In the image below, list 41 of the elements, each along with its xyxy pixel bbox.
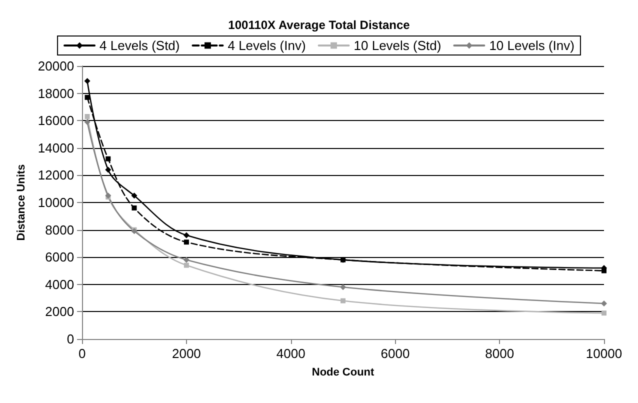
y-tick-label: 4000 [45,276,74,292]
x-tick-label: 4000 [276,346,306,361]
point [340,284,346,290]
point [602,268,606,274]
x-tick-label: 6000 [380,346,410,361]
y-tick-label: 16000 [38,113,74,128]
point [601,300,607,307]
point [84,94,90,100]
point [106,156,111,162]
x-tick-label: 10000 [586,346,622,361]
chart-title: 100110X Average Total Distance [228,18,410,32]
point [84,114,90,120]
x-axis-title: Node Count [312,366,375,378]
legend-label: 10 Levels (Std) [354,38,442,53]
point [105,166,112,173]
point [84,118,90,125]
y-tick-label: 0 [66,332,74,346]
x-tick-label: 0 [78,346,86,361]
point [132,205,137,210]
legend-label: 4 Levels (Inv) [228,38,306,53]
point [184,240,189,245]
y-tick-label: 14000 [38,140,74,156]
point [84,78,90,84]
legend-label: 10 Levels (Inv) [489,38,574,53]
legend-label: 4 Levels (Std) [100,38,180,53]
y-tick-label: 2000 [45,304,74,320]
point [183,256,190,263]
point [131,192,138,199]
point [184,262,189,268]
y-axis-title: Distance Units [16,164,28,241]
y-tick-label: 12000 [38,168,74,183]
x-tick-label: 8000 [485,346,514,361]
y-tick-label: 10000 [38,195,74,210]
point [602,310,606,316]
y-tick-label: 20000 [38,58,74,74]
point [183,232,190,238]
y-tick-label: 18000 [38,86,74,101]
x-tick-label: 2000 [172,346,201,361]
point [340,298,346,304]
y-tick-label: 6000 [45,250,74,265]
y-tick-label: 8000 [45,222,74,238]
